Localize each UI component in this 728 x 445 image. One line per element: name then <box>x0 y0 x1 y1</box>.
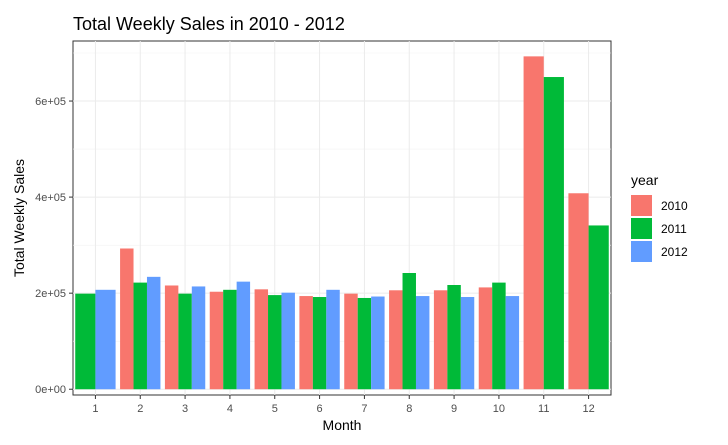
bar-2010-month-7 <box>344 293 358 390</box>
chart-title: Total Weekly Sales in 2010 - 2012 <box>73 14 345 34</box>
bar-2012-month-2 <box>146 276 161 390</box>
bar-2012-month-10 <box>505 296 520 390</box>
legend-key-2011 <box>631 218 652 239</box>
x-tick-label: 6 <box>317 403 323 415</box>
y-axis-title: Total Weekly Sales <box>11 159 27 277</box>
plot-panel <box>72 40 612 396</box>
bar-2010-month-8 <box>389 290 403 390</box>
bar-2010-month-9 <box>433 290 448 390</box>
x-tick-label: 11 <box>538 403 549 415</box>
x-tick-label: 2 <box>137 403 143 415</box>
bar-2011-month-8 <box>402 272 416 390</box>
bar-2011-month-1 <box>75 293 96 390</box>
bar-2010-month-3 <box>164 285 179 390</box>
y-tick-label: 2e+05 <box>35 288 66 300</box>
legend-key-2012 <box>631 241 652 262</box>
bars <box>75 56 609 390</box>
y-tick-label: 4e+05 <box>35 192 66 204</box>
bar-2011-month-5 <box>268 295 282 390</box>
bar-2012-month-3 <box>191 286 206 390</box>
bar-2011-month-11 <box>543 77 564 390</box>
x-axis-title: Month <box>323 417 362 433</box>
y-tick-label: 0e+00 <box>35 384 66 396</box>
bar-2010-month-6 <box>299 296 313 390</box>
x-tick-label: 1 <box>92 403 98 415</box>
bar-2012-month-8 <box>415 296 430 390</box>
x-tick-label: 12 <box>582 403 594 415</box>
bar-2010-month-2 <box>120 248 134 390</box>
legend-key-2010 <box>631 195 652 216</box>
bar-2012-month-5 <box>281 292 295 390</box>
legend: year 2010 2011 2012 <box>631 172 688 262</box>
bar-2010-month-10 <box>478 287 493 390</box>
bar-2012-month-9 <box>460 297 475 390</box>
bar-2011-month-9 <box>447 285 461 390</box>
bar-2011-month-2 <box>133 282 147 390</box>
bar-2011-month-3 <box>178 293 192 390</box>
bar-2010-month-4 <box>209 291 224 390</box>
x-tick-label: 4 <box>227 403 233 415</box>
legend-title: year <box>631 172 659 188</box>
x-tick-label: 10 <box>493 403 505 415</box>
x-tick-label: 8 <box>406 403 412 415</box>
bar-2012-month-7 <box>371 296 385 390</box>
legend-label-2010: 2010 <box>661 199 688 213</box>
bar-2012-month-4 <box>236 281 251 390</box>
x-tick-label: 3 <box>182 403 188 415</box>
bar-2011-month-10 <box>492 282 506 390</box>
bar-2011-month-6 <box>312 297 327 390</box>
x-tick-label: 7 <box>361 403 367 415</box>
bar-2011-month-4 <box>223 289 237 390</box>
bar-2012-month-6 <box>326 289 340 390</box>
bar-2011-month-12 <box>588 225 609 390</box>
legend-label-2011: 2011 <box>661 222 687 236</box>
bar-2010-month-5 <box>254 289 269 390</box>
x-tick-label: 5 <box>272 403 278 415</box>
bar-2010-month-11 <box>523 56 544 390</box>
x-tick-label: 9 <box>451 403 457 415</box>
bar-2011-month-7 <box>357 297 372 390</box>
y-tick-label: 6e+05 <box>35 96 66 108</box>
bar-2012-month-1 <box>95 289 116 390</box>
legend-label-2012: 2012 <box>661 245 688 259</box>
bar-2010-month-12 <box>568 193 589 390</box>
